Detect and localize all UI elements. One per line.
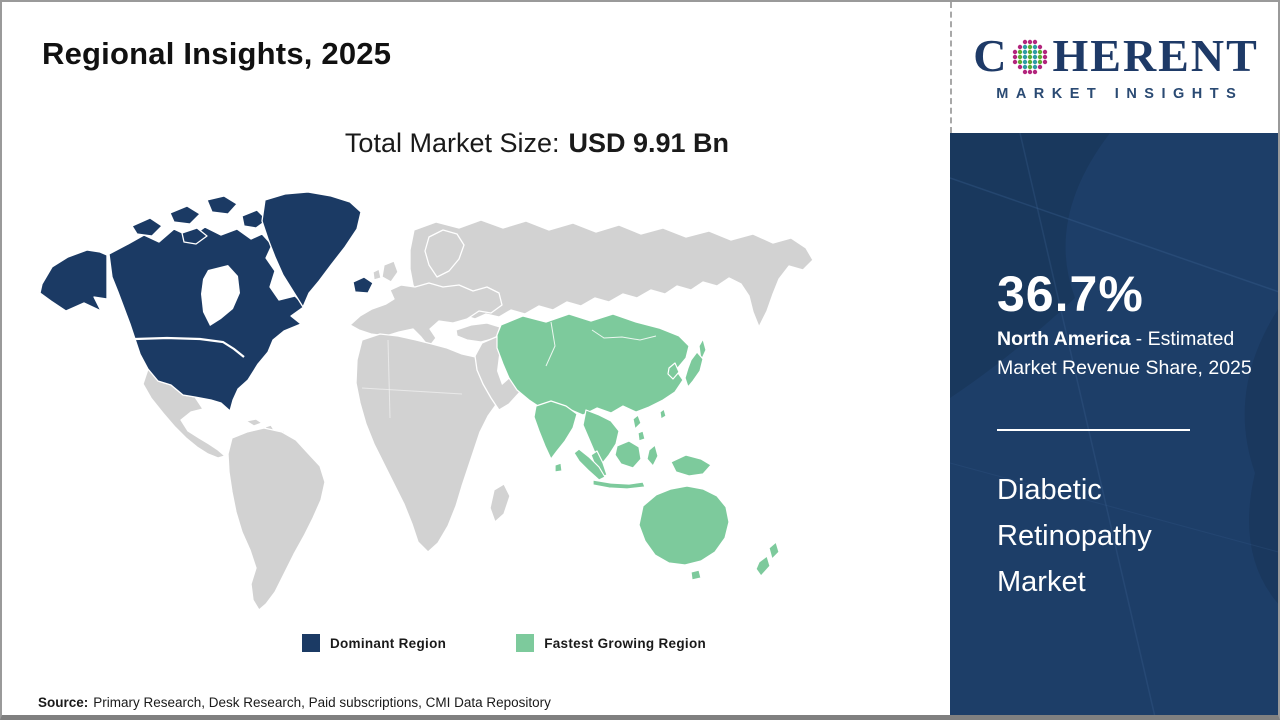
region-korea — [667, 362, 680, 380]
usa-canada-border — [134, 336, 245, 358]
region-australia — [638, 485, 730, 566]
market-share-value: 36.7% — [997, 266, 1144, 322]
market-share-text: - Estimated Market Revenue Share, 2025 — [997, 328, 1252, 379]
source-text: Primary Research, Desk Research, Paid su… — [93, 695, 551, 710]
region-taiwan — [659, 408, 667, 420]
market-share-region: North America — [997, 328, 1131, 350]
region-caribbean — [245, 418, 263, 427]
region-russia — [409, 219, 814, 328]
total-market-size-value: USD 9.91 Bn — [568, 128, 730, 158]
total-market-size: Total Market Size: USD 9.91 Bn — [2, 128, 950, 159]
region-alaska — [39, 249, 108, 312]
globe-dots-icon — [1013, 39, 1048, 75]
source-line: Source: Primary Research, Desk Research, … — [38, 695, 551, 710]
sidebar: 36.7% North America - Estimated Market Re… — [950, 133, 1278, 715]
world-map — [32, 188, 822, 618]
logo-tagline: MARKET INSIGHTS — [996, 86, 1244, 102]
region-new-zealand — [755, 555, 771, 577]
region-sumatra — [573, 448, 606, 481]
region-sri-lanka — [554, 462, 563, 473]
region-africa — [355, 333, 521, 553]
region-java — [592, 479, 646, 490]
region-uk — [381, 260, 399, 283]
region-arctic-islands — [131, 217, 163, 237]
fastest-growing-region-label: Fastest Growing Region — [544, 635, 707, 651]
logo-letters-herent: HERENT — [1052, 30, 1259, 81]
region-sulawesi — [646, 444, 659, 467]
main-content: Regional Insights, 2025 Total Market Siz… — [2, 2, 950, 715]
region-india — [533, 400, 578, 460]
sidebar-map-texture — [950, 133, 1278, 715]
region-new-guinea — [670, 454, 712, 477]
region-arctic-islands — [206, 195, 238, 215]
region-arctic-islands — [241, 209, 268, 229]
region-borneo — [614, 440, 642, 469]
world-map-svg — [32, 188, 822, 618]
region-tasmania — [690, 569, 702, 581]
internal-borders — [361, 321, 657, 419]
dominant-region-swatch — [301, 634, 320, 652]
region-arctic-islands — [181, 227, 208, 245]
legend-item-dominant: Dominant Region — [301, 634, 447, 652]
region-iceland — [352, 276, 374, 294]
logo-box: C — [950, 2, 1278, 133]
region-new-zealand — [768, 541, 780, 560]
fastest-growing-region-swatch — [516, 634, 535, 652]
region-philippines — [632, 414, 642, 430]
region-ireland — [372, 268, 382, 281]
dominant-region-label: Dominant Region — [329, 635, 447, 651]
region-scandinavia — [424, 229, 465, 278]
total-market-size-label: Total Market Size: — [344, 128, 560, 158]
region-greenland — [261, 191, 362, 308]
region-madagascar — [489, 483, 511, 523]
logo-letter-c: C — [973, 30, 1009, 81]
sidebar-divider — [997, 429, 1190, 431]
region-japan — [684, 351, 704, 388]
legend-item-fastest-growing: Fastest Growing Region — [516, 634, 706, 652]
page-title: Regional Insights, 2025 — [42, 36, 392, 71]
market-share-description: North America - Estimated Market Revenue … — [997, 325, 1265, 383]
hudson-bay — [201, 265, 240, 326]
map-legend: Dominant Region Fastest Growing Region — [30, 634, 978, 652]
region-indochina — [582, 409, 620, 466]
source-label: Source: — [38, 695, 89, 710]
region-europe — [349, 282, 503, 348]
coherent-logo: C — [973, 33, 1259, 79]
region-south-america — [227, 427, 326, 611]
market-name: Diabetic Retinopathy Market — [997, 474, 1152, 598]
region-philippines — [637, 430, 646, 442]
region-arctic-islands — [169, 205, 201, 225]
